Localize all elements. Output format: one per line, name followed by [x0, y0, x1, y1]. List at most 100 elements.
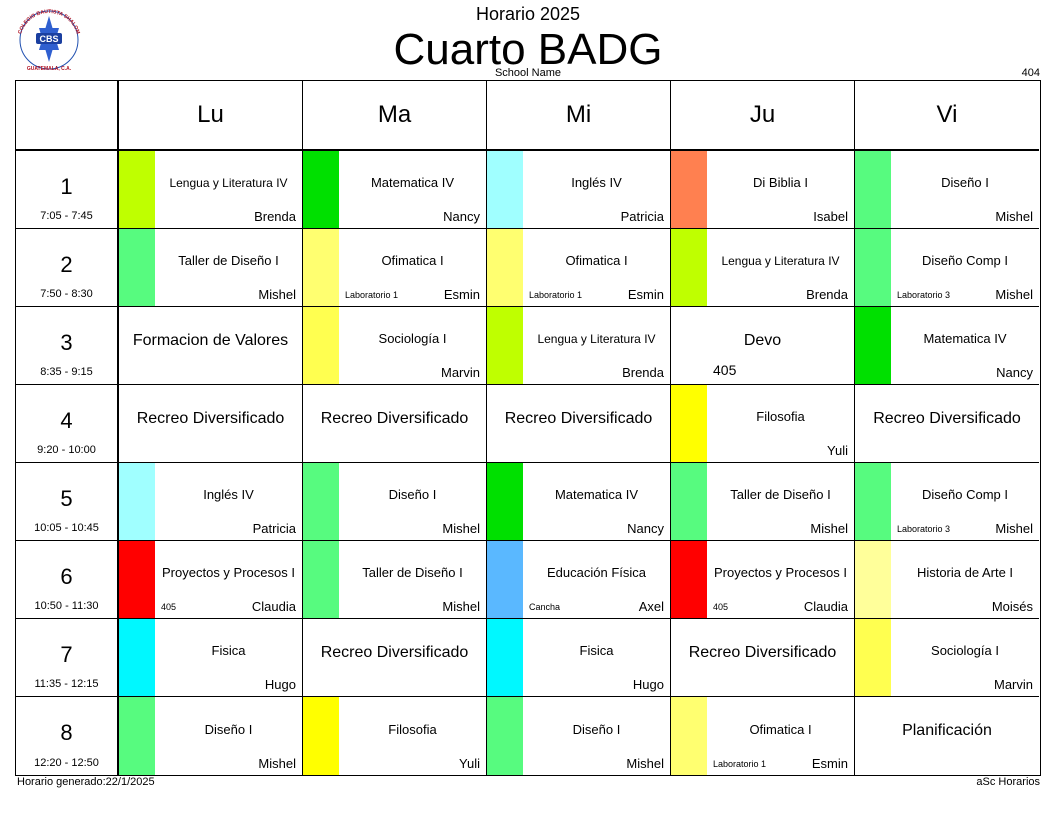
lesson-cell[interactable]: Proyectos y Procesos I Claudia 405 — [671, 541, 855, 619]
lesson-cell[interactable]: Matematica IV Nancy — [303, 151, 487, 229]
lesson-cell[interactable]: Fisica Hugo — [487, 619, 671, 697]
lesson-cell[interactable]: Historia de Arte I Moisés — [855, 541, 1039, 619]
lesson-cell[interactable]: Ofimatica I Esmin Laboratorio 1 — [671, 697, 855, 775]
subject-color-strip — [671, 385, 707, 462]
lesson-subject: Devo — [743, 331, 782, 349]
period-number: 2 — [60, 252, 73, 277]
lesson-cell[interactable]: Educación Física Axel Cancha — [487, 541, 671, 619]
lesson-subject: Recreo Diversificado — [688, 643, 837, 661]
lesson-teacher: Esmin — [811, 756, 848, 771]
lesson-cell[interactable]: Taller de Diseño I Mishel — [671, 463, 855, 541]
lesson-subject: Planificación — [902, 722, 992, 739]
lesson-room: Laboratorio 1 — [529, 290, 583, 300]
room-code: 404 — [1021, 67, 1040, 79]
lesson-subject: Fisica — [579, 643, 614, 658]
period-time: 11:35 - 12:15 — [34, 678, 99, 690]
lesson-cell[interactable]: Formacion de Valores — [119, 307, 303, 385]
subject-color-strip — [303, 307, 339, 384]
lesson-subject: Recreo Diversificado — [320, 643, 469, 661]
day-header: Vi — [855, 81, 1039, 151]
lesson-cell[interactable]: Recreo Diversificado — [119, 385, 303, 463]
lesson-teacher: Brenda — [254, 209, 296, 224]
lesson-subject: Taller de Diseño I — [178, 253, 279, 268]
lesson-teacher: Marvin — [993, 677, 1033, 692]
lesson-cell[interactable]: Taller de Diseño I Mishel — [119, 229, 303, 307]
svg-text:CBS: CBS — [39, 34, 58, 44]
lesson-cell[interactable]: Lengua y Literatura IV Brenda — [119, 151, 303, 229]
lesson-cell[interactable]: Lengua y Literatura IV Brenda — [487, 307, 671, 385]
lesson-cell[interactable]: Recreo Diversificado — [303, 385, 487, 463]
period-label: 8 12:20 - 12:50 — [16, 697, 119, 775]
lesson-subject: Ofimatica I — [381, 253, 444, 268]
lesson-cell[interactable]: Diseño I Mishel — [303, 463, 487, 541]
period-time: 7:05 - 7:45 — [40, 210, 93, 222]
lesson-cell[interactable]: Lengua y Literatura IV Brenda — [671, 229, 855, 307]
subject-color-strip — [303, 541, 339, 618]
period-number: 7 — [60, 642, 73, 667]
day-header: Ju — [671, 81, 855, 151]
lesson-cell[interactable]: Fisica Hugo — [119, 619, 303, 697]
day-header: Lu — [119, 81, 303, 151]
lesson-subject: Historia de Arte I — [916, 565, 1014, 580]
period-time: 8:35 - 9:15 — [40, 366, 93, 378]
lesson-teacher: Isabel — [813, 209, 848, 224]
lesson-teacher: Hugo — [632, 677, 664, 692]
period-time: 12:20 - 12:50 — [34, 757, 99, 769]
lesson-teacher: Esmin — [627, 287, 664, 302]
lesson-cell[interactable]: Diseño Comp I Mishel Laboratorio 3 — [855, 229, 1039, 307]
lesson-teacher: Brenda — [806, 287, 848, 302]
period-number: 1 — [60, 174, 73, 199]
lesson-cell[interactable]: Planificación — [855, 697, 1039, 775]
lesson-cell[interactable]: Diseño I Mishel — [855, 151, 1039, 229]
lesson-cell[interactable]: Taller de Diseño I Mishel — [303, 541, 487, 619]
lesson-teacher: Brenda — [622, 365, 664, 380]
lesson-subject: Lengua y Literatura IV — [721, 253, 840, 268]
lesson-teacher: Yuli — [827, 443, 848, 458]
lesson-subject: Sociología I — [378, 331, 447, 346]
lesson-cell[interactable]: Recreo Diversificado — [487, 385, 671, 463]
subject-color-strip — [303, 697, 339, 775]
generated-date: Horario generado:22/1/2025 — [17, 776, 155, 788]
lesson-subject: Matematica IV — [923, 331, 1007, 346]
lesson-teacher: Mishel — [258, 756, 296, 771]
lesson-cell[interactable]: Di Biblia I Isabel — [671, 151, 855, 229]
lesson-cell[interactable]: Recreo Diversificado — [671, 619, 855, 697]
lesson-subject: Recreo Diversificado — [504, 409, 653, 427]
lesson-cell[interactable]: Recreo Diversificado — [303, 619, 487, 697]
school-logo: CBS COLEGIO BAUTISTA SHALOM GUATEMALA, C… — [17, 9, 81, 72]
subject-color-strip — [487, 463, 523, 540]
lesson-teacher: Mishel — [995, 287, 1033, 302]
grid-corner — [16, 81, 119, 151]
lesson-cell[interactable]: Matematica IV Nancy — [487, 463, 671, 541]
lesson-subject: Recreo Diversificado — [873, 409, 1021, 427]
lesson-room: 405 — [713, 362, 737, 378]
lesson-cell[interactable]: Sociología I Marvin — [855, 619, 1039, 697]
subject-color-strip — [671, 541, 707, 618]
lesson-cell[interactable]: Recreo Diversificado — [855, 385, 1039, 463]
lesson-cell[interactable]: Inglés IV Patricia — [119, 463, 303, 541]
lesson-cell[interactable]: Diseño Comp I Mishel Laboratorio 3 — [855, 463, 1039, 541]
lesson-teacher: Mishel — [995, 209, 1033, 224]
lesson-cell[interactable]: Matematica IV Nancy — [855, 307, 1039, 385]
lesson-cell[interactable]: Devo 405 — [671, 307, 855, 385]
lesson-cell[interactable]: Sociología I Marvin — [303, 307, 487, 385]
lesson-cell[interactable]: Filosofia Yuli — [303, 697, 487, 775]
lesson-cell[interactable]: Ofimatica I Esmin Laboratorio 1 — [487, 229, 671, 307]
lesson-room: Laboratorio 3 — [897, 524, 951, 534]
lesson-cell[interactable]: Diseño I Mishel — [487, 697, 671, 775]
lesson-cell[interactable]: Diseño I Mishel — [119, 697, 303, 775]
lesson-cell[interactable]: Filosofia Yuli — [671, 385, 855, 463]
lesson-cell[interactable]: Proyectos y Procesos I Claudia 405 — [119, 541, 303, 619]
lesson-room: Laboratorio 1 — [345, 290, 399, 300]
period-label: 5 10:05 - 10:45 — [16, 463, 119, 541]
subject-color-strip — [303, 463, 339, 540]
subject-color-strip — [487, 307, 523, 384]
lesson-subject: Educación Física — [547, 565, 646, 580]
subject-color-strip — [487, 151, 523, 228]
subject-color-strip — [671, 697, 707, 775]
lesson-teacher: Patricia — [252, 521, 296, 536]
lesson-cell[interactable]: Inglés IV Patricia — [487, 151, 671, 229]
lesson-subject: Diseño Comp I — [922, 487, 1008, 502]
lesson-cell[interactable]: Ofimatica I Esmin Laboratorio 1 — [303, 229, 487, 307]
subject-color-strip — [119, 619, 155, 696]
